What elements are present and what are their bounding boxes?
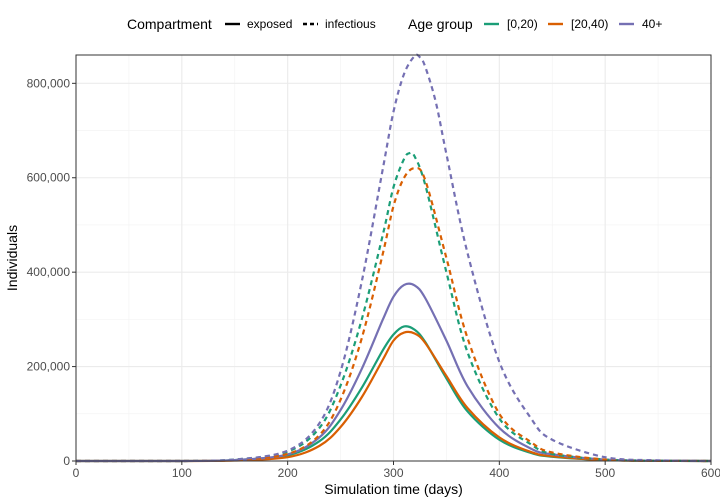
series-line-infectious-0-20 xyxy=(76,151,712,463)
legend-label-infectious: infectious xyxy=(325,17,376,31)
y-axis-title: Individuals xyxy=(4,225,20,291)
x-tick-label: 400 xyxy=(489,466,509,480)
x-tick-label: 200 xyxy=(278,466,298,480)
y-tick-label: 0 xyxy=(63,454,70,468)
y-tick-label: 600,000 xyxy=(27,171,71,185)
legend-label-age-40plus: 40+ xyxy=(642,17,662,31)
x-tick-label: 600 xyxy=(701,466,720,480)
legend-label-exposed: exposed xyxy=(247,17,292,31)
x-tick-label: 100 xyxy=(172,466,192,480)
y-tick-label: 400,000 xyxy=(27,265,71,279)
series-line-exposed-20-40 xyxy=(76,330,712,463)
legend-compartment-title: Compartment xyxy=(127,16,212,32)
legend-label-age-0-20: [0,20) xyxy=(507,17,538,31)
legend: Compartment Age group exposed infectious [… xyxy=(127,16,662,32)
y-tick-label: 800,000 xyxy=(27,76,71,90)
x-axis-title: Simulation time (days) xyxy=(324,481,463,497)
axis-ticks: 0 100 200 300 400 500 600 0 200,000 400,000 600,00… xyxy=(27,76,720,480)
x-tick-label: 500 xyxy=(595,466,615,480)
series-line-infectious-20-40 xyxy=(76,167,712,463)
legend-label-age-20-40: [20,40) xyxy=(571,17,608,31)
y-tick-label: 200,000 xyxy=(27,360,71,374)
legend-age-group-title: Age group xyxy=(408,16,473,32)
x-tick-label: 0 xyxy=(73,466,80,480)
x-tick-label: 300 xyxy=(383,466,403,480)
